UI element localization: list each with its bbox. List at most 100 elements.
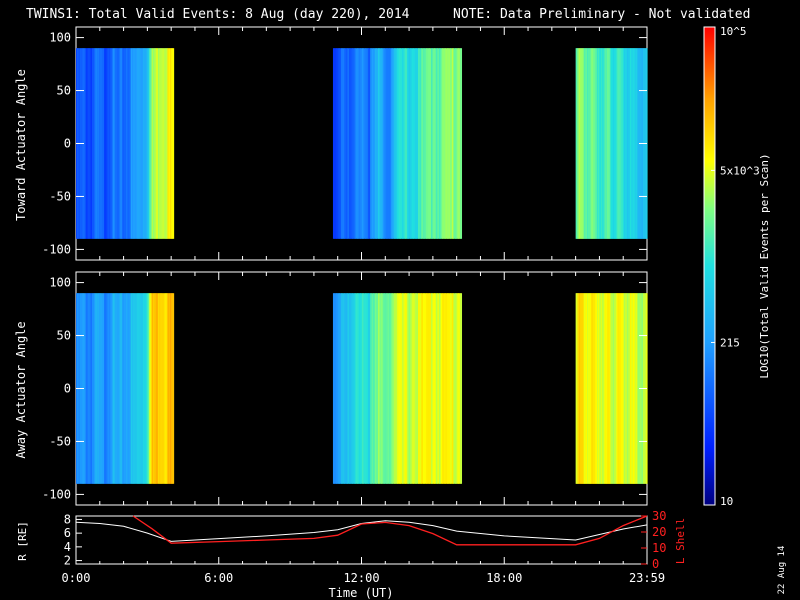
- heatmap-column: [90, 48, 93, 239]
- y-tick-label: 50: [57, 84, 71, 98]
- heatmap-column: [408, 293, 411, 484]
- heatmap-column: [598, 48, 601, 239]
- heatmap-column: [638, 48, 640, 239]
- toward-actuator-panel: -100 -50 0 50 100 Toward Actuator Angle: [14, 26, 648, 261]
- heatmap-column: [350, 293, 353, 484]
- heatmap-column: [635, 293, 637, 484]
- heatmap-column: [136, 48, 139, 239]
- heatmap-column: [397, 48, 400, 239]
- heatmap-column: [580, 293, 583, 484]
- heatmap-column: [340, 293, 344, 484]
- heatmap-column: [119, 48, 122, 239]
- heatmap-column: [135, 48, 138, 239]
- heatmap-column: [345, 48, 349, 239]
- heatmap-column: [147, 48, 150, 239]
- heatmap-column: [611, 48, 613, 239]
- heatmap-column: [446, 293, 450, 484]
- heatmap-column: [171, 293, 173, 484]
- heatmap-column: [167, 293, 170, 484]
- heatmap-column: [400, 293, 403, 484]
- heatmap-column: [430, 293, 434, 484]
- heatmap-column: [627, 48, 629, 239]
- heatmap-column: [605, 293, 607, 484]
- heatmap-column: [110, 48, 112, 239]
- heatmap-column: [339, 293, 342, 484]
- heatmap-column: [89, 293, 92, 484]
- heatmap-column: [365, 293, 368, 484]
- heatmap-column: [615, 293, 618, 484]
- heatmap-column: [398, 293, 401, 484]
- heatmap-column: [130, 48, 133, 239]
- heatmap-column: [581, 48, 584, 239]
- heatmap-column: [637, 48, 639, 239]
- heatmap-column: [598, 293, 601, 484]
- heatmap-column: [596, 48, 598, 239]
- heatmap-column: [403, 293, 406, 484]
- heatmap-column: [586, 293, 588, 484]
- heatmap-column: [361, 48, 365, 239]
- heatmap-column: [365, 48, 368, 239]
- heatmap-column: [143, 293, 145, 484]
- heatmap-column: [591, 48, 594, 239]
- heatmap-column: [163, 293, 166, 484]
- heatmap-column: [152, 48, 155, 239]
- heatmap-column: [442, 48, 445, 239]
- heatmap-column: [96, 48, 99, 239]
- heatmap-column: [613, 48, 615, 239]
- heatmap-column: [610, 293, 612, 484]
- heatmap-column: [595, 48, 597, 239]
- heatmap-column: [614, 48, 617, 239]
- heatmap-column: [597, 293, 599, 484]
- heatmap-column: [578, 48, 580, 239]
- heatmap-column: [83, 293, 86, 484]
- heatmap-column: [419, 48, 422, 239]
- heatmap-column: [421, 293, 424, 484]
- heatmap-column: [384, 48, 387, 239]
- heatmap-column: [611, 293, 613, 484]
- heatmap-column: [612, 293, 614, 484]
- heatmap-column: [152, 293, 155, 484]
- heatmap-column: [630, 293, 633, 484]
- heatmap-column: [414, 48, 418, 239]
- heatmap-column: [128, 48, 131, 239]
- heatmap-column: [363, 48, 366, 239]
- heatmap-column: [382, 48, 385, 239]
- l-shell-tick-label: 30: [652, 509, 666, 523]
- x-tick-label: 0:00: [62, 571, 91, 585]
- heatmap-column: [421, 48, 424, 239]
- heatmap-column: [95, 48, 98, 239]
- heatmap-column: [427, 48, 430, 239]
- y-tick-label: 50: [57, 329, 71, 343]
- heatmap-column: [406, 48, 410, 239]
- heatmap-column: [361, 293, 365, 484]
- heatmap-column: [628, 293, 630, 484]
- heatmap-column: [102, 48, 105, 239]
- heatmap-column: [438, 48, 442, 239]
- heatmap-column: [99, 293, 101, 484]
- heatmap-column: [413, 293, 416, 484]
- heatmap-column: [405, 293, 408, 484]
- r-tick-label: 2: [64, 554, 71, 568]
- heatmap-column: [111, 293, 114, 484]
- heatmap-column: [593, 48, 595, 239]
- heatmap-column: [139, 293, 142, 484]
- heatmap-column: [387, 48, 390, 239]
- heatmap-column: [342, 293, 345, 484]
- heatmap-column: [422, 48, 426, 239]
- heatmap-column: [129, 293, 132, 484]
- heatmap-column: [344, 293, 347, 484]
- heatmap-column: [637, 293, 639, 484]
- heatmap-column: [373, 48, 376, 239]
- heatmap-column: [96, 293, 99, 484]
- heatmap-column: [587, 48, 589, 239]
- heatmap-column: [606, 293, 609, 484]
- heatmap-column: [84, 293, 87, 484]
- heatmap-column: [625, 293, 628, 484]
- heatmap-column: [455, 48, 458, 239]
- heatmap-column: [349, 48, 352, 239]
- heatmap-column: [147, 293, 150, 484]
- heatmap-column: [122, 48, 125, 239]
- heatmap-column: [580, 48, 582, 239]
- heatmap-column: [371, 293, 374, 484]
